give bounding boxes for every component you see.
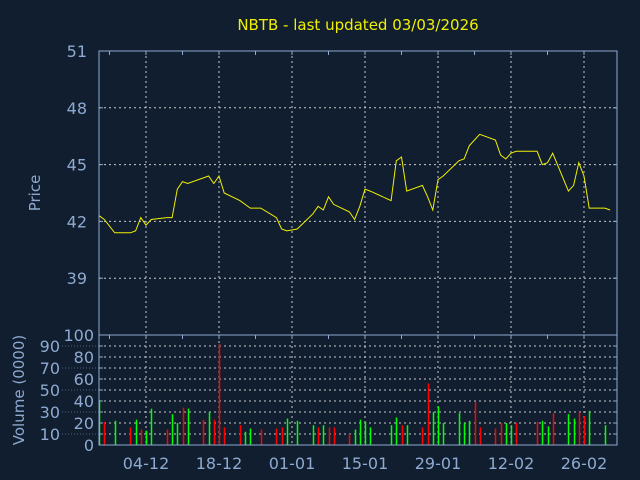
volume-tick-label: 50 (40, 381, 60, 400)
volume-tick-label: 90 (40, 337, 60, 356)
volume-tick-label: 80 (74, 348, 94, 367)
volume-tick-label: 10 (40, 425, 60, 444)
plot-frame (98, 50, 618, 446)
date-tick-label: 04-12 (123, 454, 170, 473)
chart-title: NBTB - last updated 03/03/2026 (237, 16, 478, 34)
volume-tick-label: 40 (74, 392, 94, 411)
volume-axis-label: Volume (0000) (10, 335, 28, 445)
volume-tick-label: 30 (40, 403, 60, 422)
date-tick-label: 15-01 (342, 454, 389, 473)
date-tick-label: 12-02 (488, 454, 535, 473)
date-tick-label: 29-01 (415, 454, 462, 473)
volume-tick-label: 20 (74, 414, 94, 433)
volume-tick-label: 0 (84, 436, 94, 455)
price-tick-label: 48 (67, 99, 87, 118)
date-tick-label: 26-02 (561, 454, 608, 473)
volume-tick-label: 100 (63, 326, 94, 345)
volume-tick-label: 70 (40, 359, 60, 378)
price-tick-label: 42 (67, 212, 87, 231)
price-line (98, 133, 611, 234)
date-tick-label: 01-01 (269, 454, 316, 473)
price-tick-label: 45 (67, 156, 87, 175)
date-tick-label: 18-12 (196, 454, 243, 473)
price-tick-label: 51 (67, 42, 87, 61)
price-tick-label: 39 (67, 269, 87, 288)
volume-tick-label: 60 (74, 370, 94, 389)
price-axis-label: Price (26, 175, 44, 212)
